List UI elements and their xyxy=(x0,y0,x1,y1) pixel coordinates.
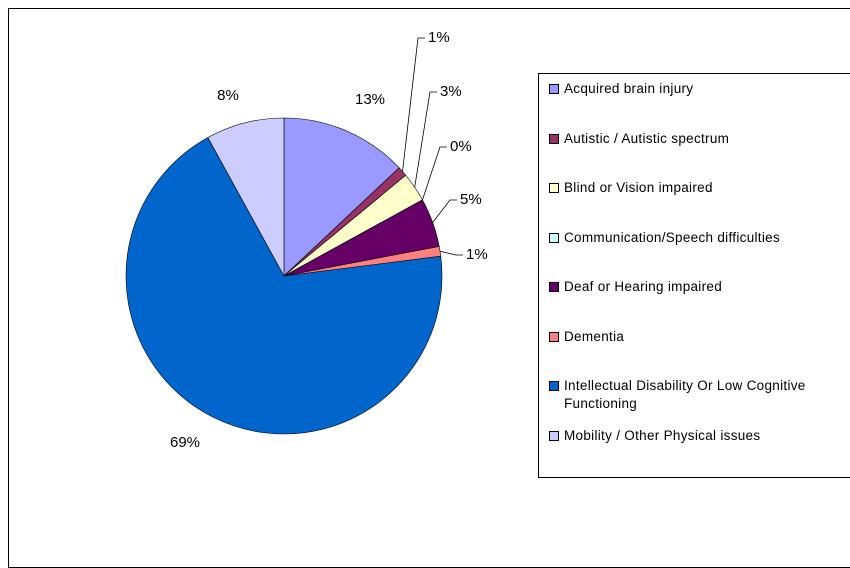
legend-swatch xyxy=(549,430,559,441)
data-label: 1% xyxy=(428,29,450,46)
legend-swatch xyxy=(549,183,559,193)
data-label: 1% xyxy=(466,246,488,263)
leader-line xyxy=(414,91,437,188)
legend-label: Dementia xyxy=(564,328,625,344)
leader-line xyxy=(439,250,463,256)
legend-swatch xyxy=(549,84,559,94)
legend-item: Autistic / Autistic spectrum xyxy=(549,130,819,148)
data-label: 3% xyxy=(440,83,462,100)
pie-slice xyxy=(283,117,400,277)
legend-swatch xyxy=(549,331,559,342)
data-label: 69% xyxy=(170,434,200,451)
legend-swatch xyxy=(549,381,559,391)
pie-slice xyxy=(207,117,285,277)
leader-line xyxy=(422,146,447,201)
leader-line xyxy=(432,199,457,223)
data-label: 8% xyxy=(217,87,239,104)
legend-swatch xyxy=(549,232,559,243)
legend-label: Autistic / Autistic spectrum xyxy=(564,130,730,146)
legend-label: Acquired brain injury xyxy=(564,81,694,96)
legend-item: Communication/Speech difficulties xyxy=(549,229,819,247)
legend-label: Communication/Speech difficulties xyxy=(564,229,781,245)
chart: 13% 1% 3% 0% 5% 1% 69% 8% xyxy=(125,29,488,451)
pie-slice xyxy=(125,137,443,435)
legend-label: Mobility / Other Physical issues xyxy=(564,427,761,443)
legend-swatch xyxy=(549,133,559,144)
legend-label: Deaf or Hearing impaired xyxy=(564,279,723,294)
legend-label: Intellectual Disability Or Low Cognitive… xyxy=(564,378,806,411)
legend: Acquired brain injury Autistic / Autistic… xyxy=(538,73,850,478)
legend-swatch xyxy=(549,282,559,292)
legend-item: Mobility / Other Physical issues xyxy=(549,427,819,445)
data-label: 5% xyxy=(460,191,482,208)
legend-item: Intellectual Disability Or Low Cognitive… xyxy=(549,377,819,413)
legend-item: Blind or Vision impaired xyxy=(549,179,819,197)
legend-label: Blind or Vision impaired xyxy=(564,180,713,195)
legend-item: Deaf or Hearing impaired xyxy=(549,278,819,296)
data-label: 0% xyxy=(450,138,472,155)
page: {"chart_data": {"type": "pie", "categori… xyxy=(8,8,850,568)
legend-item: Dementia xyxy=(549,328,819,346)
legend-item: Acquired brain injury xyxy=(549,80,819,98)
data-label: 13% xyxy=(355,91,385,108)
leader-line xyxy=(402,37,425,172)
